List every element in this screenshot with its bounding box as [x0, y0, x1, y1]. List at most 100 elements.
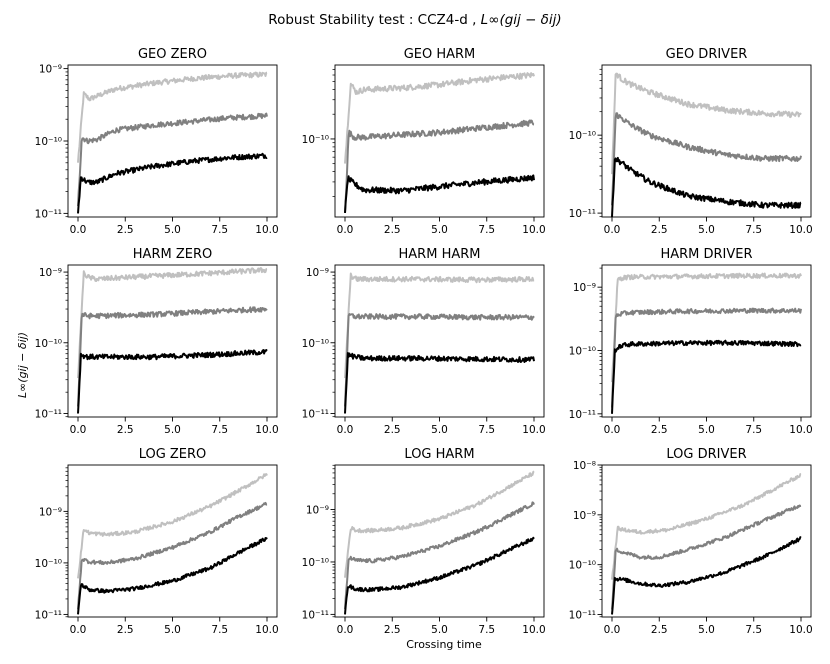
- x-tick-label: 0.0: [604, 624, 621, 636]
- subplot-title: GEO DRIVER: [666, 47, 748, 62]
- x-tick-label: 7.5: [211, 624, 228, 636]
- y-tick-label: 10⁻¹⁰: [302, 338, 329, 350]
- y-tick-label: 10⁻¹⁰: [569, 130, 596, 142]
- y-tick-label: 10⁻¹¹: [35, 609, 62, 621]
- x-tick-label: 2.5: [651, 424, 668, 436]
- series-line-mid: [344, 119, 535, 213]
- x-tick-label: 5.0: [698, 424, 715, 436]
- x-tick-label: 0.0: [70, 424, 87, 436]
- y-tick-label: 10⁻¹¹: [35, 208, 62, 220]
- y-tick-label: 10⁻¹¹: [569, 610, 596, 622]
- x-tick-label: 2.5: [117, 424, 134, 436]
- series-line-dark: [611, 339, 802, 414]
- x-tick-label: 5.0: [164, 624, 181, 636]
- subplot-title: GEO ZERO: [138, 47, 207, 62]
- series-line-mid: [344, 501, 535, 610]
- y-tick-label: 10⁻⁹: [306, 267, 329, 279]
- subplot-geo-driver: GEO DRIVER 10⁻¹¹ 10⁻¹⁰ 0.0 2.5 5.0 7.5 10.0: [569, 47, 813, 236]
- series-line-mid: [611, 504, 802, 610]
- x-tick-label: 0.0: [604, 424, 621, 436]
- y-tick-label: 10⁻⁹: [39, 64, 62, 76]
- y-tick-label: 10⁻⁸: [573, 460, 596, 472]
- x-tick-label: 0.0: [337, 424, 354, 436]
- x-tick-label: 5.0: [431, 424, 448, 436]
- axes-frame: [334, 264, 545, 418]
- y-tick-label: 10⁻⁹: [39, 267, 62, 279]
- x-tick-label: 10.0: [255, 624, 278, 636]
- subplot-log-zero: LOG ZERO 10⁻¹¹ 10⁻¹⁰ 10⁻⁹ 0.0 2.5 5.0 7.5 10.0: [35, 447, 279, 636]
- y-tick-label: 10⁻¹¹: [569, 208, 596, 220]
- x-tick-label: 7.5: [478, 224, 495, 236]
- y-tick-label: 10⁻¹¹: [302, 408, 329, 420]
- y-tick-label: 10⁻¹¹: [302, 609, 329, 621]
- x-tick-label: 7.5: [745, 424, 762, 436]
- x-tick-label: 7.5: [745, 224, 762, 236]
- y-tick-label: 10⁻¹¹: [35, 408, 62, 420]
- subplot-harm-driver: HARM DRIVER 10⁻¹¹ 10⁻¹⁰ 10⁻⁹ 0.0 2.5 5.0 7.5 10.…: [569, 247, 813, 436]
- subplot-title: GEO HARM: [404, 47, 476, 62]
- series-line-dark: [344, 352, 535, 414]
- y-tick-label: 10⁻¹⁰: [569, 346, 596, 358]
- x-tick-label: 10.0: [789, 224, 812, 236]
- y-tick-label: 10⁻⁹: [306, 505, 329, 517]
- x-axis-label: Crossing time: [406, 638, 482, 651]
- y-tick-label: 10⁻¹⁰: [302, 557, 329, 569]
- x-tick-label: 2.5: [117, 624, 134, 636]
- axes-frame: [601, 64, 812, 218]
- x-tick-label: 0.0: [337, 224, 354, 236]
- series-line-dark: [344, 536, 535, 615]
- y-tick-label: 10⁻¹⁰: [569, 560, 596, 572]
- series-line-dark: [77, 536, 268, 615]
- series-line-light: [77, 473, 268, 579]
- x-tick-label: 2.5: [384, 224, 401, 236]
- x-tick-label: 7.5: [745, 624, 762, 636]
- series-line-mid: [344, 313, 535, 407]
- x-tick-label: 7.5: [478, 624, 495, 636]
- x-tick-label: 5.0: [431, 624, 448, 636]
- subplot-title: LOG HARM: [404, 447, 474, 462]
- series-line-dark: [611, 536, 802, 615]
- x-tick-label: 10.0: [255, 424, 278, 436]
- series-line-light: [77, 267, 268, 379]
- x-tick-label: 0.0: [70, 224, 87, 236]
- series-line-light: [611, 272, 802, 383]
- axes-frame: [601, 464, 812, 618]
- series-line-light: [611, 473, 802, 580]
- series-line-light: [344, 470, 535, 578]
- y-tick-label: 10⁻¹⁰: [302, 134, 329, 146]
- subplot-title: HARM ZERO: [133, 247, 212, 262]
- subplot-title: LOG ZERO: [139, 447, 207, 462]
- series-line-light: [77, 71, 268, 163]
- suptitle-math: L∞(gij − δij): [481, 12, 562, 28]
- x-tick-label: 10.0: [255, 224, 278, 236]
- subplot-log-driver: LOG DRIVER 10⁻¹¹ 10⁻¹⁰ 10⁻⁹ 10⁻⁸ 0.0 2.5 5.0 7.5…: [569, 447, 813, 636]
- subplot-harm-zero: HARM ZERO 10⁻¹¹ 10⁻¹⁰ 10⁻⁹ 0.0 2.5 5.0 7.5 10.0: [35, 247, 279, 436]
- subplot-harm-harm: HARM HARM 10⁻¹¹ 10⁻¹⁰ 10⁻⁹ 0.0 2.5 5.0 7.5 10.0: [302, 247, 546, 436]
- x-tick-label: 0.0: [604, 224, 621, 236]
- series-line-mid: [77, 112, 268, 207]
- x-tick-label: 5.0: [431, 224, 448, 236]
- subplot-log-harm: LOG HARM 10⁻¹¹ 10⁻¹⁰ 10⁻⁹ 0.0 2.5 5.0 7.5 10.0: [302, 447, 546, 636]
- y-tick-label: 10⁻¹⁰: [35, 136, 62, 148]
- x-tick-label: 2.5: [651, 624, 668, 636]
- series-line-mid: [77, 306, 268, 407]
- y-tick-label: 10⁻⁹: [573, 510, 596, 522]
- y-tick-label: 10⁻¹⁰: [35, 338, 62, 350]
- y-tick-label: 10⁻¹⁰: [35, 558, 62, 570]
- subplot-geo-harm: GEO HARM 10⁻¹⁰ 0.0 2.5 5.0 7.5 10.0: [302, 47, 546, 236]
- x-tick-label: 10.0: [789, 624, 812, 636]
- x-tick-label: 0.0: [70, 624, 87, 636]
- x-tick-label: 10.0: [522, 224, 545, 236]
- series-line-mid: [77, 501, 268, 610]
- series-line-dark: [77, 349, 268, 414]
- series-line-dark: [77, 152, 268, 214]
- x-tick-label: 7.5: [211, 424, 228, 436]
- y-tick-label: 10⁻⁹: [39, 506, 62, 518]
- figure-suptitle: Robust Stability test : CCZ4-d , L∞(gij …: [268, 12, 561, 28]
- x-tick-label: 2.5: [651, 224, 668, 236]
- y-axis-label: L∞(gij − δij): [16, 332, 29, 398]
- axes-frame: [67, 64, 278, 218]
- x-tick-label: 5.0: [698, 624, 715, 636]
